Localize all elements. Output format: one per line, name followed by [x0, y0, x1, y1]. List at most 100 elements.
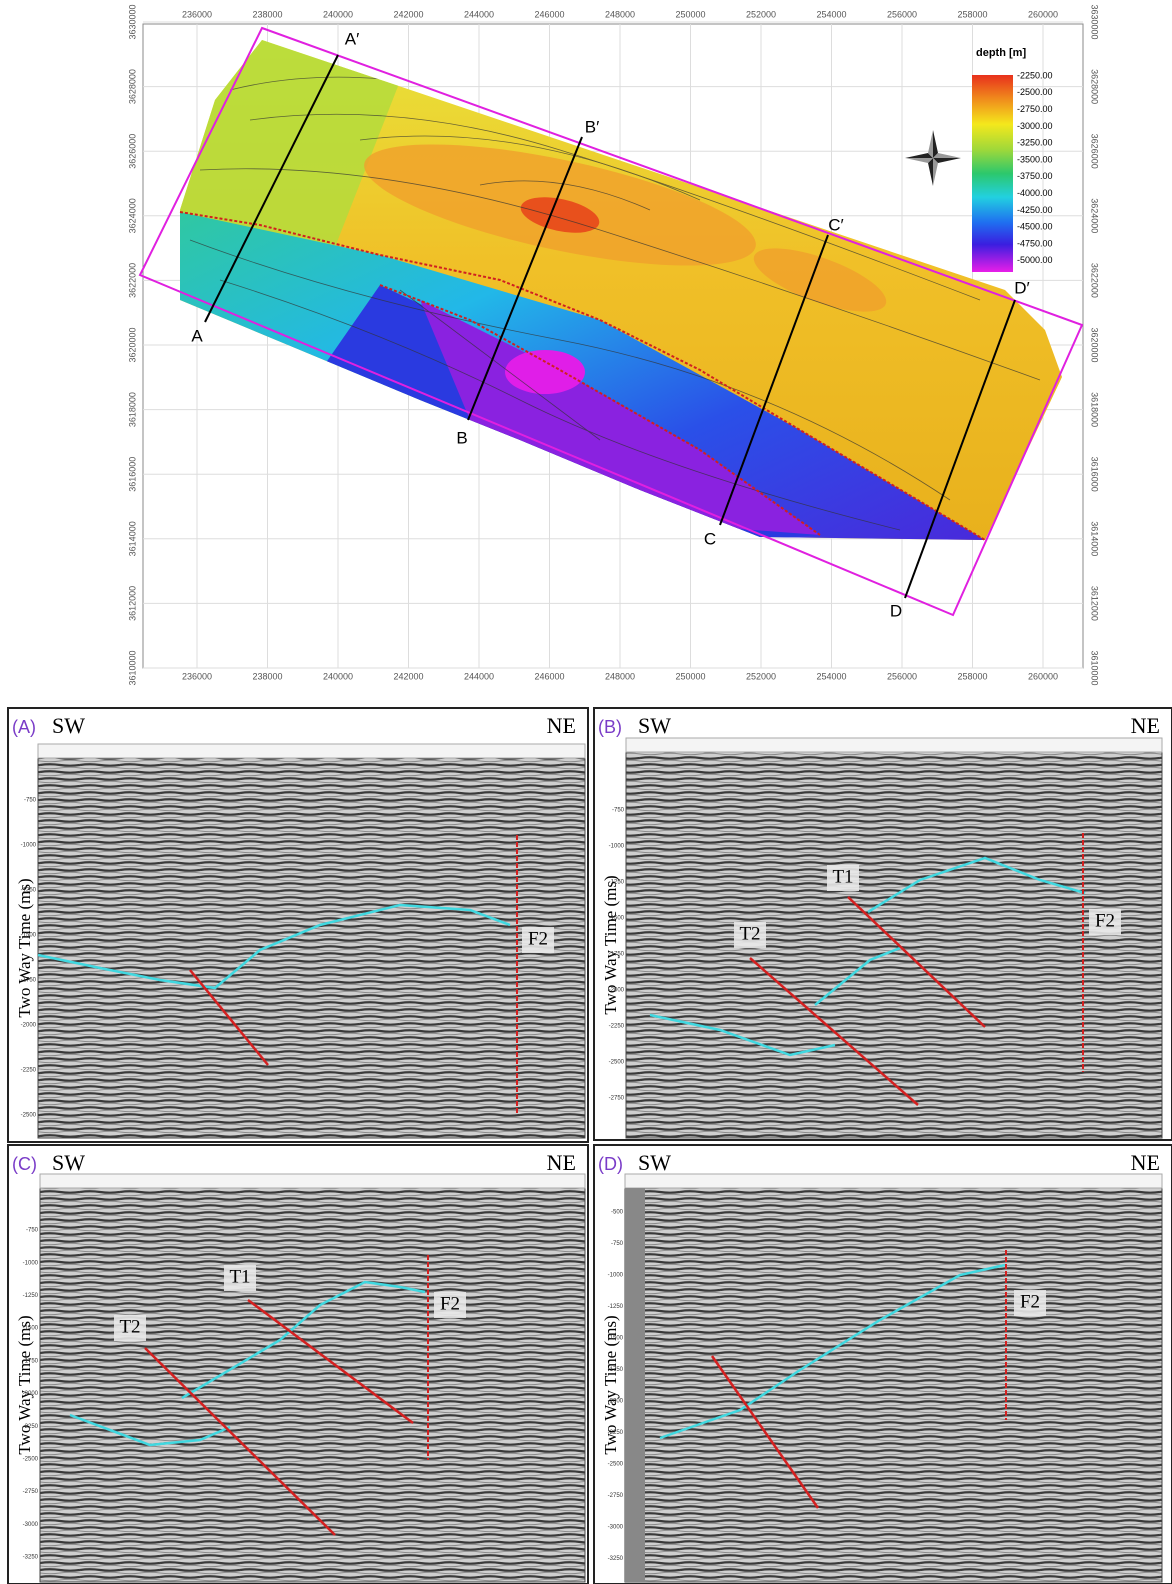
x-tick-label: 238000 [252, 9, 282, 19]
fault-label-box [224, 1265, 256, 1291]
legend-label: -4500.00 [1017, 222, 1053, 232]
fault-label: F2 [440, 1293, 460, 1314]
legend-label: -4250.00 [1017, 205, 1053, 215]
fault [144, 1347, 336, 1536]
y-tick-label: -3000 [23, 1522, 39, 1528]
profile-label: B′ [585, 117, 600, 136]
direction-right: NE [1131, 713, 1160, 738]
x-tick-label: 250000 [675, 9, 705, 19]
direction-right: NE [547, 1150, 576, 1175]
y-tick-label: -750 [24, 798, 37, 804]
seismic-header [625, 737, 1163, 753]
y-tick-label: -2250 [23, 1424, 39, 1430]
x-tick-label: 258000 [957, 9, 987, 19]
y-tick-label: -2250 [609, 1024, 625, 1030]
y-tick-label: 3616000 [127, 457, 137, 492]
y-tick-label: 3630000 [1090, 4, 1100, 39]
legend-label: -3000.00 [1017, 121, 1053, 131]
y-tick-label: -2250 [21, 1068, 37, 1074]
legend-title: depth [m] [976, 47, 1026, 59]
profile-label: D′ [1014, 278, 1029, 297]
panel-label: (D) [598, 1154, 623, 1174]
x-tick-label: 246000 [534, 9, 564, 19]
y-tick-label: -2000 [23, 1391, 39, 1397]
y-tick-label: -2000 [608, 1399, 624, 1405]
x-tick-label: 246000 [534, 671, 564, 681]
legend-labels: -2250.00 -2500.00 -2750.00 -3000.00 -3250.00… [1017, 70, 1053, 265]
y-tick-label: 3622000 [127, 263, 137, 298]
x-tick-label: 260000 [1028, 671, 1058, 681]
y-tick-label: -2750 [608, 1493, 624, 1499]
fault-label: T2 [739, 923, 760, 944]
fault [847, 896, 986, 1028]
y-tick-label: -3000 [608, 1525, 624, 1531]
y-tick-label: -1500 [608, 1336, 624, 1342]
fault-label-box [827, 865, 859, 891]
legend-label: -2500.00 [1017, 87, 1053, 97]
y-tick-label: -2000 [21, 1023, 37, 1029]
direction-left: SW [638, 713, 671, 738]
y-tick-label: 3612000 [1090, 586, 1100, 621]
y-tick-label: 3624000 [1090, 198, 1100, 233]
x-tick-label: 240000 [323, 671, 353, 681]
legend-label: -4750.00 [1017, 238, 1053, 248]
seismic-panels: (A) SW NE Two Way Time (ms) -750 -1000 -1250 -1… [7, 707, 1172, 1584]
y-tick-label: -750 [26, 1228, 39, 1234]
fault [749, 957, 919, 1106]
x-tick-label: 248000 [605, 9, 635, 19]
y-tick-label: -2750 [609, 1096, 625, 1102]
fault-label-box [1014, 1290, 1046, 1316]
y-tick-label: 3610000 [127, 650, 137, 685]
y-tick-label: -2500 [608, 1462, 624, 1468]
y-tick-label: 3626000 [1090, 134, 1100, 169]
y-tick-label: -3250 [23, 1555, 39, 1561]
y-tick-label: 3620000 [127, 327, 137, 362]
legend-label: -4000.00 [1017, 188, 1053, 198]
y-axis-title: Two Way Time (ms) [15, 1315, 34, 1454]
seismic-header [624, 1173, 1163, 1189]
horizon [69, 1413, 231, 1447]
y-tick-label: -500 [611, 1210, 624, 1216]
fault [710, 1355, 820, 1509]
profile-label: D [890, 601, 902, 620]
y-tick-label: -1500 [21, 933, 37, 939]
legend-label: -2250.00 [1017, 70, 1053, 80]
y-tick-label: 3610000 [1090, 650, 1100, 685]
x-tick-label: 254000 [816, 9, 846, 19]
profile-line [204, 54, 339, 323]
profile-label: C′ [828, 215, 843, 234]
y-tick-label: 3612000 [127, 586, 137, 621]
y-tick-label: -1250 [609, 880, 625, 886]
blank-strip [625, 1188, 645, 1582]
legend-label: -3500.00 [1017, 154, 1053, 164]
fault [247, 1298, 414, 1425]
direction-left: SW [52, 713, 85, 738]
horizon [649, 1013, 836, 1057]
profile-label: A′ [345, 29, 360, 48]
y-tick-label: -1500 [609, 916, 625, 922]
profile-line [719, 234, 829, 526]
fault-label-box [1089, 909, 1121, 935]
y-tick-label: 3620000 [1090, 327, 1100, 362]
y-tick-label: -2500 [23, 1456, 39, 1462]
x-tick-label: 244000 [464, 9, 494, 19]
fault-label: F2 [528, 928, 548, 949]
x-tick-label: 256000 [887, 671, 917, 681]
seismic-header [39, 1173, 586, 1189]
legend-label: -2750.00 [1017, 104, 1053, 114]
x-tick-label: 250000 [675, 671, 705, 681]
y-tick-label: 3622000 [1090, 263, 1100, 298]
y-tick-label: -1250 [21, 888, 37, 894]
y-tick-label: -3250 [608, 1556, 624, 1562]
colorbar [972, 75, 1013, 272]
fault-label: T2 [119, 1316, 140, 1337]
seismic-image [624, 1187, 1163, 1583]
seismic-header [37, 743, 586, 759]
fault-label: F2 [1020, 1291, 1040, 1312]
x-tick-label: 242000 [393, 671, 423, 681]
profile-label: C [704, 529, 716, 548]
horizon [37, 903, 511, 990]
y-tick-label: 3616000 [1090, 457, 1100, 492]
y-tick-label: -1750 [608, 1367, 624, 1373]
